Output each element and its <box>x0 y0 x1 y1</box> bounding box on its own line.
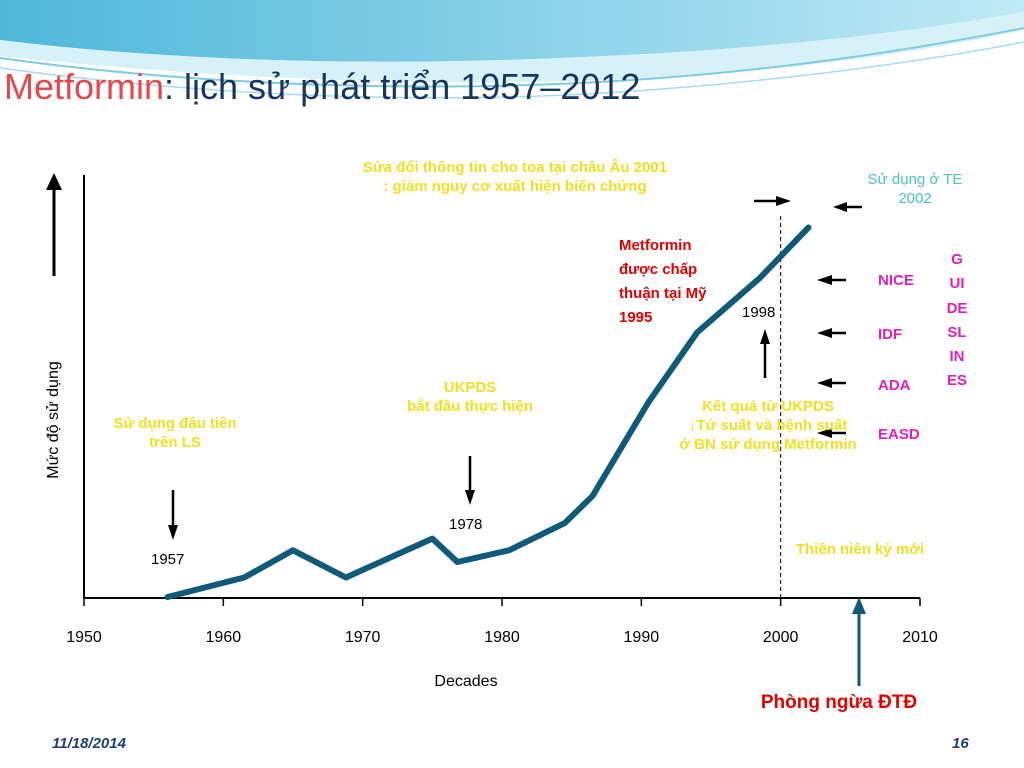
arrow-idf-left-icon <box>817 328 846 338</box>
wave-line-1 <box>0 27 1024 88</box>
x-tick-label: 1970 <box>345 629 381 646</box>
arrow-2001-right-icon <box>754 196 791 206</box>
x-tick-label: 1990 <box>624 629 660 646</box>
annotation-usa-1995: Metformin được chấp thuận tại Mỹ 1995 <box>619 237 707 326</box>
x-tick-label: 2010 <box>902 629 938 646</box>
x-tick-label: 2000 <box>763 629 799 646</box>
wave-band-main <box>0 0 1024 62</box>
x-tick-label: 1950 <box>66 629 102 646</box>
guideline-easd: EASD <box>878 426 920 443</box>
annotation-new-millennium: Thiên niên kỷ mới <box>795 541 925 558</box>
x-ticks: 1950 1960 1970 1980 1990 2000 2010 <box>66 598 938 646</box>
prevention-up-arrow-icon <box>852 597 866 686</box>
label-1998: 1998 <box>742 304 776 321</box>
guideline-ada: ADA <box>878 377 911 394</box>
slide-title: Metformin: lịch sử phát triển 1957–2012 <box>4 66 640 108</box>
arrows <box>46 173 862 540</box>
annotation-ukpds-results: Kết quả từ UKPDS ↓Tử suất và bệnh suất ở… <box>679 398 857 453</box>
annotation-children-2002: Sử dụng ở TE 2002 <box>867 171 963 207</box>
annotation-europe-2001: Sửa đổi thông tin cho toa tại châu Âu 20… <box>362 159 668 195</box>
annotation-prevention: Phòng ngừa ĐTĐ <box>760 692 918 713</box>
x-tick-label: 1980 <box>484 629 520 646</box>
guideline-idf: IDF <box>878 326 903 343</box>
arrow-easd-left-icon <box>817 428 846 438</box>
arrow-nice-left-icon <box>817 275 846 285</box>
footer-date: 11/18/2014 <box>52 735 126 752</box>
page-number: 16 <box>952 735 969 752</box>
arrow-ada-left-icon <box>817 378 846 388</box>
arrow-1957-down-icon <box>168 490 178 540</box>
title-accent: Metformin <box>4 66 165 107</box>
y-axis-label: Mức độ sử dụng <box>45 361 62 478</box>
arrow-1998-up-icon <box>760 329 770 378</box>
series-line <box>164 224 812 600</box>
x-axis-label: Decades <box>434 673 497 690</box>
arrow-2002-left-icon <box>833 202 862 212</box>
annotation-first-use: Sử dụng đầu tiên trên LS <box>113 415 237 451</box>
annotation-ukpds-start: UKPDS bắt đầu thực hiện <box>407 379 533 415</box>
wave-line-2 <box>0 41 1024 99</box>
header-wave-decoration <box>0 0 1024 99</box>
label-1957: 1957 <box>151 551 185 568</box>
guideline-nice: NICE <box>878 272 914 289</box>
label-1978: 1978 <box>449 516 483 533</box>
x-tick-label: 1960 <box>206 629 242 646</box>
title-rest: : lịch sử phát triển 1957–2012 <box>164 66 641 107</box>
guidelines-vertical-label: GUIDESLINES <box>946 251 968 390</box>
wave-band-light <box>0 12 1024 83</box>
arrow-1978-down-icon <box>465 456 475 505</box>
usage-up-arrow-icon <box>46 173 62 276</box>
